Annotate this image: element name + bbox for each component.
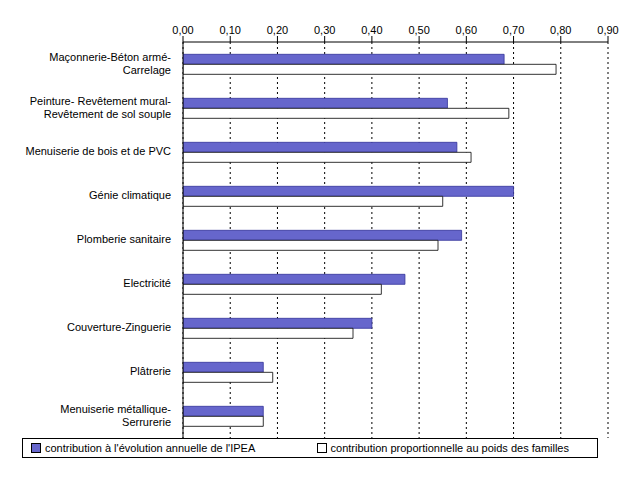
svg-text:0,30: 0,30 — [314, 24, 335, 36]
svg-text:Plomberie sanitaire: Plomberie sanitaire — [77, 233, 171, 245]
svg-text:0,40: 0,40 — [361, 24, 382, 36]
html-text:contribution à l'évolution ann: contribution à l'évolution annuelle de l… — [45, 442, 256, 454]
svg-text:0,60: 0,60 — [456, 24, 477, 36]
svg-text:Couverture-Zinguerie: Couverture-Zinguerie — [67, 321, 171, 333]
svg-text:Electricité: Electricité — [123, 277, 171, 289]
svg-text:0,80: 0,80 — [550, 24, 571, 36]
svg-text:Plâtrerie: Plâtrerie — [130, 365, 171, 377]
svg-text:Peinture- Revêtement mural-Rev: Peinture- Revêtement mural-Revêtement de… — [30, 94, 172, 119]
svg-text:Menuiserie métallique-Serrurer: Menuiserie métallique-Serrurerie — [60, 402, 171, 427]
html-text:contribution proportionnelle a: contribution proportionnelle au poids de… — [330, 442, 569, 454]
svg-text:0,90: 0,90 — [597, 24, 618, 36]
svg-text:0,10: 0,10 — [220, 24, 241, 36]
svg-text:0,00: 0,00 — [172, 24, 193, 36]
svg-text:Menuiserie de bois et de PVC: Menuiserie de bois et de PVC — [25, 145, 171, 157]
svg-text:Génie climatique: Génie climatique — [89, 189, 171, 201]
svg-text:0,50: 0,50 — [408, 24, 429, 36]
svg-text:Maçonnerie-Béton armé-Carrelag: Maçonnerie-Béton armé-Carrelage — [49, 50, 171, 75]
svg-text:0,20: 0,20 — [267, 24, 288, 36]
svg-text:0,70: 0,70 — [503, 24, 524, 36]
